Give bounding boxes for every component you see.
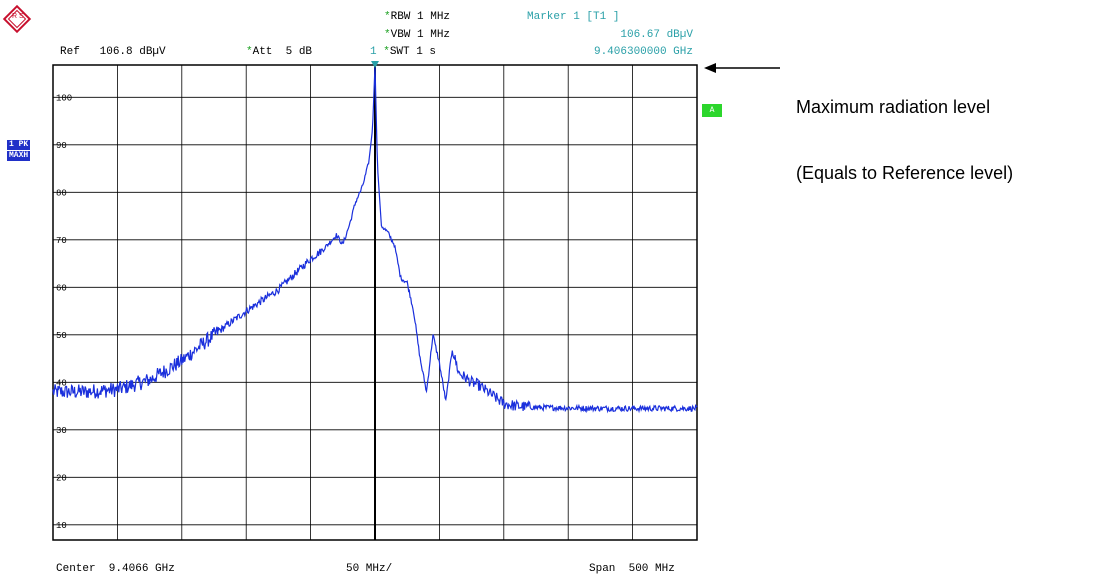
y-tick-label: 30 <box>56 426 67 436</box>
y-tick-label: 100 <box>56 93 72 103</box>
swt-star: * <box>383 46 390 58</box>
vbw-setting: *VBW 1 MHz <box>384 29 450 41</box>
annotation-line-1: Maximum radiation level <box>796 97 991 117</box>
swt-setting: 1 *SWT 1 s <box>370 46 436 58</box>
y-tick-label: 80 <box>56 188 67 198</box>
rbw-value: RBW 1 MHz <box>390 11 451 23</box>
y-tick-label: 10 <box>56 521 67 531</box>
annotation-text: Maximum radiation level (Equals to Refer… <box>796 52 1013 206</box>
annotation-line-2: (Equals to Reference level) <box>796 163 1014 183</box>
ref-level: Ref 106.8 dBµV <box>60 46 166 58</box>
rohde-schwarz-logo: R S <box>2 4 32 34</box>
y-tick-label: 60 <box>56 283 67 293</box>
ref-label: Ref <box>60 46 80 58</box>
trace-badge-maxh: MAXH <box>7 151 31 161</box>
logo-letter-r: R S <box>12 13 24 20</box>
annotation-arrow <box>704 63 780 73</box>
trace-number: 1 <box>370 46 377 58</box>
y-tick-label: 50 <box>56 331 67 341</box>
y-tick-labels: 10 20 30 40 50 60 70 80 90 100 <box>56 93 72 531</box>
rbw-setting: *RBW 1 MHz <box>384 11 450 23</box>
y-tick-label: 70 <box>56 236 67 246</box>
y-tick-label: 90 <box>56 141 67 151</box>
a-badge: A <box>702 104 722 117</box>
per-division: 50 MHz/ <box>346 563 393 575</box>
att-label: Att <box>252 46 273 58</box>
swt-value: SWT 1 s <box>389 46 437 58</box>
trace-badge-pk: 1 PK <box>7 140 31 150</box>
span: Span 500 MHz <box>589 563 675 575</box>
grid <box>52 64 698 541</box>
att-star: * <box>246 46 253 58</box>
marker-title: Marker 1 [T1 ] <box>527 11 620 23</box>
ref-value: 106.8 dBµV <box>99 46 166 58</box>
rbw-star: * <box>384 11 391 23</box>
att-value: 5 dB <box>285 46 313 58</box>
marker-frequency: 9.406300000 GHz <box>593 46 693 58</box>
marker-level: 106.67 dBµV <box>620 29 693 41</box>
center-frequency: Center 9.4066 GHz <box>56 563 175 575</box>
y-tick-label: 20 <box>56 473 67 483</box>
attenuation: *Att 5 dB <box>246 46 312 58</box>
marker-triangle <box>371 61 379 68</box>
vbw-value: VBW 1 MHz <box>390 29 451 41</box>
vbw-star: * <box>384 29 391 41</box>
y-tick-label: 40 <box>56 378 67 388</box>
marker-1 <box>371 61 379 68</box>
